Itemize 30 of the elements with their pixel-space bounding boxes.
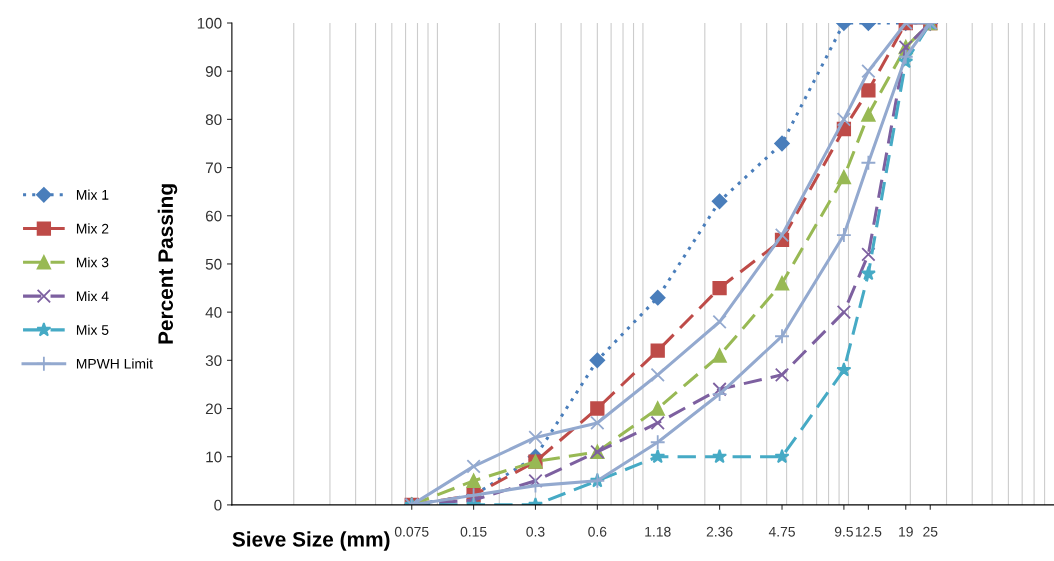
legend-label: Mix 2 [76, 223, 109, 234]
x-tick-label: 0.6 [588, 526, 607, 537]
y-axis-title: Percent Passing [157, 184, 178, 344]
y-tick-label: 0 [214, 499, 222, 511]
legend-label: MPWH Limit [76, 358, 153, 369]
y-tick-label: 60 [205, 210, 222, 222]
y-tick-label: 50 [205, 258, 222, 270]
y-tick-label: 80 [205, 114, 222, 126]
x-tick-label: 12.5 [855, 526, 882, 537]
y-tick-label: 90 [205, 66, 222, 77]
x-tick-label: 19 [899, 526, 913, 537]
x-tick-label: 9.5 [834, 526, 853, 537]
y-tick-label: 100 [197, 17, 222, 29]
x-axis-title: Sieve Size (mm) [232, 531, 390, 551]
y-tick-label: 10 [206, 451, 222, 463]
x-tick-label: 2.36 [706, 526, 733, 537]
x-tick-label: 0.075 [394, 526, 429, 537]
y-tick-label: 20 [205, 403, 222, 415]
legend-label: Mix 5 [76, 324, 109, 335]
legend-label: Mix 1 [76, 189, 109, 200]
y-tick-label: 70 [205, 162, 222, 174]
x-tick-label: 0.15 [460, 526, 487, 537]
legend-label: Mix 4 [76, 290, 109, 301]
y-tick-label: 30 [205, 355, 222, 367]
x-tick-label: 4.75 [768, 526, 795, 537]
legend-label: Mix 3 [76, 257, 109, 268]
x-tick-label: 25 [923, 526, 938, 537]
y-tick-label: 40 [205, 307, 222, 318]
x-tick-label: 1.18 [645, 526, 671, 537]
x-tick-label: 0.3 [526, 526, 545, 537]
